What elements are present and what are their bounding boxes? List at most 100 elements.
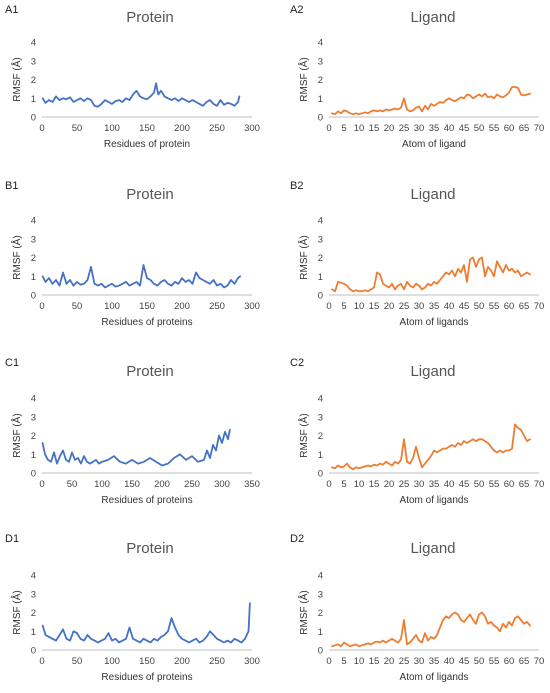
x-tick-label: 150 bbox=[124, 479, 140, 490]
x-tick-label: 30 bbox=[414, 301, 425, 312]
x-tick-label: 60 bbox=[504, 656, 515, 667]
y-tick-label: 2 bbox=[318, 253, 323, 264]
panel-label-d2: D2 bbox=[290, 533, 304, 545]
chart-title-b1: Protein bbox=[126, 186, 174, 203]
series-line-b1 bbox=[41, 264, 242, 289]
y-tick-label: 1 bbox=[318, 450, 323, 461]
x-tick-label: 25 bbox=[399, 479, 410, 490]
y-tick-label: 2 bbox=[318, 431, 323, 442]
y-tick-label: 3 bbox=[31, 589, 36, 600]
y-tick-label: 4 bbox=[318, 571, 323, 582]
y-tick-label: 2 bbox=[31, 608, 36, 619]
x-axis-label-b2: Atom of ligands bbox=[400, 317, 469, 328]
x-tick-label: 5 bbox=[341, 301, 346, 312]
x-tick-label: 100 bbox=[94, 479, 110, 490]
y-tick-label: 0 bbox=[318, 113, 323, 124]
y-axis-label-c2: RMSF (Å) bbox=[297, 413, 310, 457]
x-tick-label: 30 bbox=[414, 479, 425, 490]
y-tick-label: 1 bbox=[31, 450, 36, 461]
x-tick-label: 5 bbox=[341, 479, 346, 490]
y-axis-label-a2: RMSF (Å) bbox=[297, 57, 310, 101]
y-tick-label: 4 bbox=[31, 571, 36, 582]
y-tick-label: 4 bbox=[318, 394, 323, 405]
y-tick-label: 0 bbox=[31, 291, 36, 302]
panel-label-c2: C2 bbox=[290, 357, 304, 369]
x-tick-label: 30 bbox=[414, 123, 425, 134]
x-tick-label: 20 bbox=[384, 301, 395, 312]
x-tick-label: 15 bbox=[369, 301, 380, 312]
series-line-a2 bbox=[331, 86, 531, 116]
x-tick-label: 5 bbox=[341, 656, 346, 667]
x-tick-label: 50 bbox=[474, 123, 485, 134]
x-tick-label: 200 bbox=[154, 479, 170, 490]
x-tick-label: 70 bbox=[534, 656, 545, 667]
series-line-b2 bbox=[331, 256, 531, 293]
y-tick-label: 2 bbox=[318, 75, 323, 86]
x-tick-label: 0 bbox=[39, 479, 44, 490]
y-tick-label: 3 bbox=[318, 234, 323, 245]
x-tick-label: 0 bbox=[39, 656, 44, 667]
chart-title-c1: Protein bbox=[126, 363, 174, 380]
x-tick-label: 250 bbox=[209, 301, 225, 312]
y-tick-label: 3 bbox=[31, 412, 36, 423]
chart-title-d2: Ligand bbox=[410, 540, 455, 557]
y-axis-label-c1: RMSF (Å) bbox=[10, 413, 23, 457]
x-tick-label: 55 bbox=[489, 656, 500, 667]
x-tick-label: 50 bbox=[474, 656, 485, 667]
x-tick-label: 25 bbox=[399, 301, 410, 312]
y-tick-label: 0 bbox=[31, 469, 36, 480]
x-tick-label: 15 bbox=[369, 656, 380, 667]
x-tick-label: 70 bbox=[534, 479, 545, 490]
x-axis-label-a2: Atom of ligand bbox=[402, 139, 466, 150]
x-tick-label: 45 bbox=[459, 656, 470, 667]
y-axis-label-b2: RMSF (Å) bbox=[297, 235, 310, 279]
chart-title-b2: Ligand bbox=[410, 186, 455, 203]
x-tick-label: 60 bbox=[504, 123, 515, 134]
y-axis-label-a1: RMSF (Å) bbox=[10, 57, 23, 101]
x-tick-label: 50 bbox=[474, 301, 485, 312]
x-tick-label: 0 bbox=[326, 656, 331, 667]
x-tick-label: 250 bbox=[209, 656, 225, 667]
y-tick-label: 2 bbox=[318, 608, 323, 619]
y-axis-label-d2: RMSF (Å) bbox=[297, 590, 310, 634]
x-tick-label: 20 bbox=[384, 479, 395, 490]
x-tick-label: 45 bbox=[459, 479, 470, 490]
y-tick-label: 1 bbox=[318, 272, 323, 283]
x-tick-label: 0 bbox=[326, 301, 331, 312]
chart-title-a2: Ligand bbox=[410, 9, 455, 26]
x-tick-label: 70 bbox=[534, 301, 545, 312]
x-tick-label: 50 bbox=[72, 656, 83, 667]
y-tick-label: 4 bbox=[31, 394, 36, 405]
series-line-d2 bbox=[331, 611, 531, 648]
panel-label-a1: A1 bbox=[5, 4, 18, 16]
x-tick-label: 55 bbox=[489, 301, 500, 312]
x-tick-label: 300 bbox=[244, 301, 260, 312]
y-tick-label: 3 bbox=[31, 234, 36, 245]
y-tick-label: 1 bbox=[318, 627, 323, 638]
x-tick-label: 150 bbox=[139, 123, 155, 134]
y-tick-label: 1 bbox=[318, 94, 323, 105]
x-tick-label: 45 bbox=[459, 301, 470, 312]
panel-c1: C1 Protein 0 1 2 3 4 0 50 100 150 200 250 300 350 Resid… bbox=[5, 357, 260, 506]
y-tick-label: 2 bbox=[31, 431, 36, 442]
x-tick-label: 55 bbox=[489, 479, 500, 490]
x-tick-label: 55 bbox=[489, 123, 500, 134]
x-tick-label: 300 bbox=[214, 479, 230, 490]
x-tick-label: 50 bbox=[67, 479, 78, 490]
x-tick-label: 150 bbox=[139, 301, 155, 312]
x-tick-label: 200 bbox=[174, 656, 190, 667]
x-axis-label-c1: Residues of proteins bbox=[101, 495, 192, 506]
y-tick-label: 3 bbox=[31, 56, 36, 67]
x-tick-label: 0 bbox=[326, 479, 331, 490]
y-tick-label: 4 bbox=[318, 38, 323, 49]
y-tick-label: 2 bbox=[31, 253, 36, 264]
panel-a1: A1 Protein 0 1 2 3 4 0 50 100 150 200 250 300 Residues… bbox=[5, 4, 260, 150]
x-tick-label: 10 bbox=[354, 479, 365, 490]
x-tick-label: 200 bbox=[174, 123, 190, 134]
x-tick-label: 0 bbox=[39, 123, 44, 134]
x-tick-label: 250 bbox=[209, 123, 225, 134]
y-tick-label: 3 bbox=[318, 589, 323, 600]
x-tick-label: 65 bbox=[519, 656, 530, 667]
